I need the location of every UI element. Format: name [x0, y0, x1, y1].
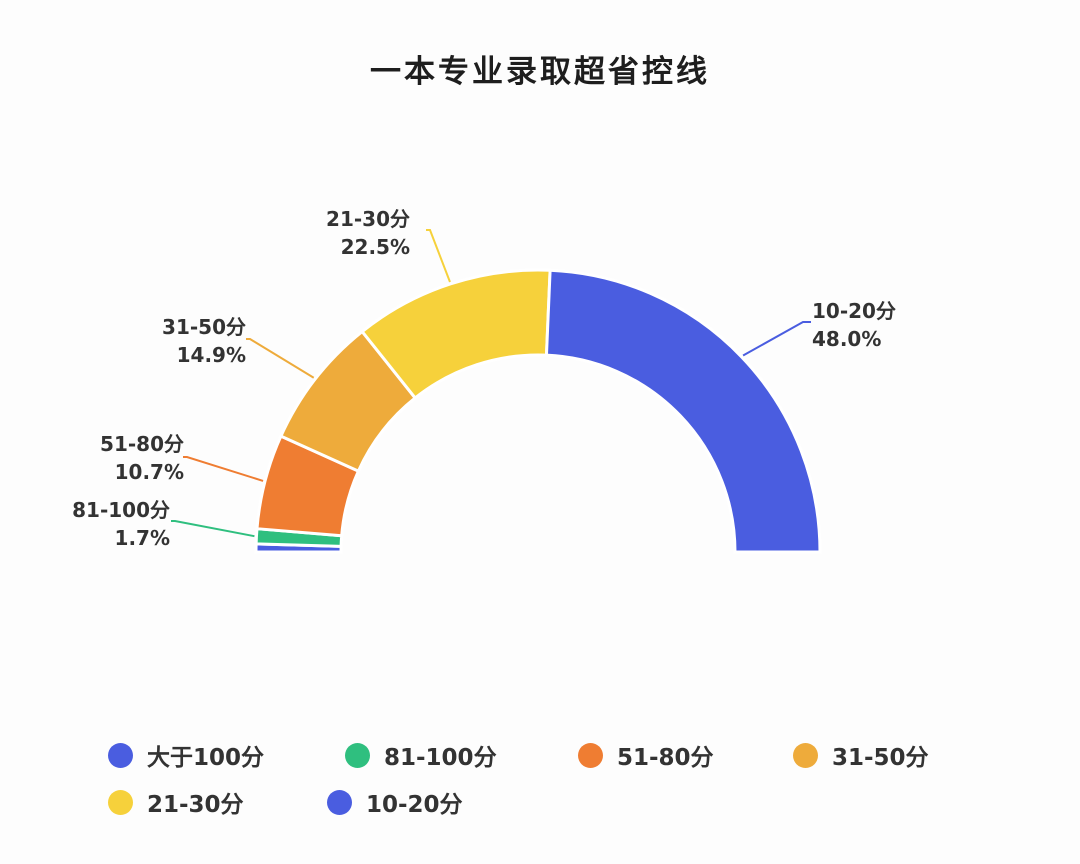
leader-line-5 [426, 229, 451, 283]
leader-line-3 [183, 456, 264, 482]
slice-category-label: 51-80分 [100, 432, 184, 456]
slice-category-label: 31-50分 [162, 315, 246, 339]
slice-6[interactable] [544, 268, 822, 554]
slice-percent-label: 10.7% [115, 460, 184, 484]
slice-category-label: 21-30分 [326, 207, 410, 231]
slice-category-label: 81-100分 [72, 498, 170, 522]
slice-percent-label: 22.5% [341, 235, 410, 259]
leader-line-4 [246, 338, 315, 379]
leader-line-2 [171, 520, 255, 538]
slice-percent-label: 1.7% [115, 526, 170, 550]
chart-title: 一本专业录取超省控线 [370, 54, 710, 90]
slice-percent-label: 48.0% [812, 327, 881, 351]
slice-category-label: 10-20分 [812, 299, 896, 323]
leader-line-6 [742, 321, 811, 357]
slice-percent-label: 14.9% [177, 343, 246, 367]
